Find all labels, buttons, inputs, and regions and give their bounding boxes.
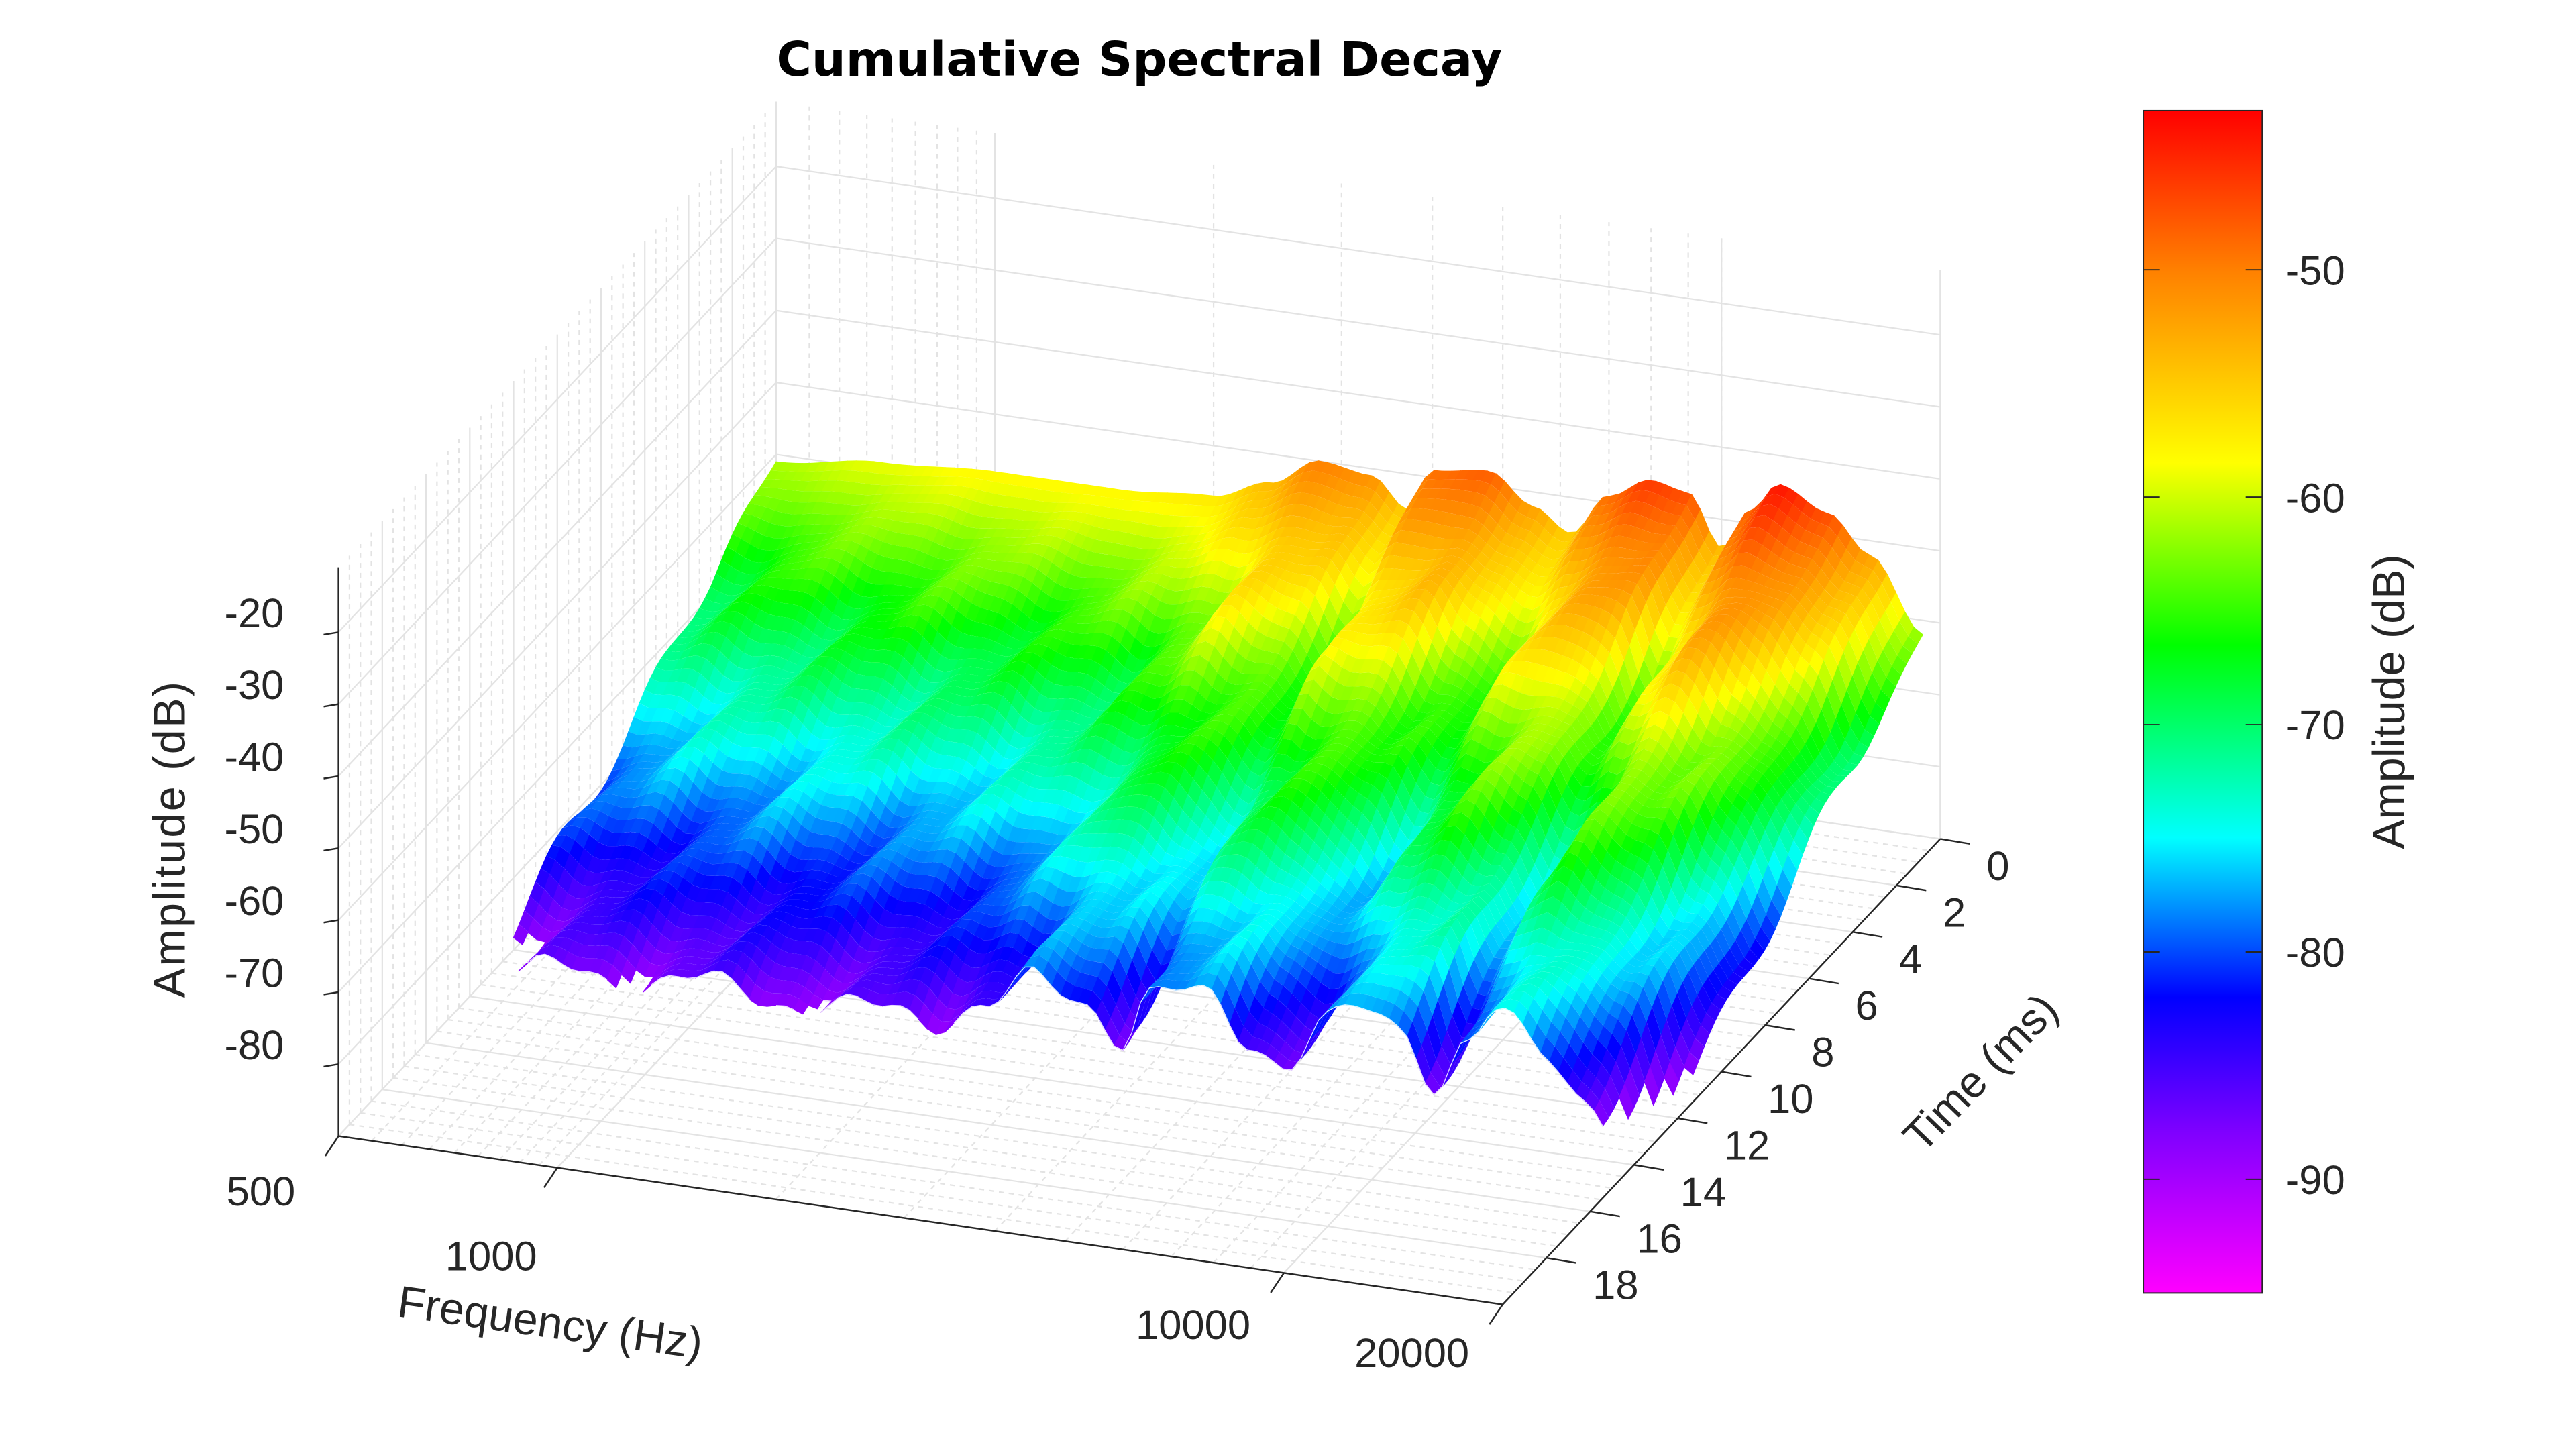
floor-grid-line [513,949,1678,1120]
y-tick-mark [1765,1024,1795,1031]
back-wall-grid-line [775,237,1941,408]
y-tick-mark [1809,977,1839,985]
z-tick-mark [323,1063,339,1068]
left-wall-grid-line [337,382,777,849]
floor-grid-line [480,983,1646,1155]
floor-grid-line [415,1053,1580,1224]
floor-grid-line [502,961,1667,1131]
floor-grid-line [382,1089,1547,1259]
chart-title: Cumulative Spectral Decay [777,32,1503,87]
x-tick-mark [543,1167,558,1188]
floor-grid-line [470,996,1634,1166]
floor-grid-line [458,1007,1623,1177]
z-tick-mark [323,919,339,924]
z-tick-mark [323,631,339,636]
left-wall-grid-line [337,453,777,921]
back-wall-grid-line [775,309,1941,480]
x-axis-line [338,1135,1503,1305]
x-tick-mark [1489,1303,1504,1325]
floor-grid-line [425,1042,1591,1212]
y-tick-mark [1852,931,1883,938]
z-tick-mark [323,775,339,780]
y-tick-mark [1546,1256,1576,1264]
floor-grid-line [437,1030,1601,1201]
floor-grid-line [392,1077,1558,1247]
z-tick-mark [323,991,339,996]
y-tick-mark [1721,1071,1752,1078]
y-tick-mark [1896,884,1927,892]
left-wall-grid-line [337,310,777,777]
x-tick-mark [1270,1272,1285,1293]
floor-grid-line [447,1018,1613,1189]
y-tick-mark [1590,1210,1620,1218]
y-tick-mark [1940,838,1970,845]
floor-grid-line [360,1112,1525,1283]
y-tick-mark [1633,1164,1664,1171]
back-wall-grid-line [775,166,1941,336]
floor-grid-line [371,1100,1536,1271]
left-wall-grid-line [337,166,777,633]
floor-grid-line [404,1065,1569,1236]
x-tick-mark [324,1135,339,1157]
axes [323,567,1970,1325]
z-tick-mark [323,703,339,708]
left-wall-grid-line [337,237,777,705]
z-tick-mark [323,847,339,852]
floor-grid-line [491,972,1656,1142]
y-tick-mark [1677,1117,1708,1124]
floor-grid-line [349,1124,1514,1294]
decay-surface [513,460,1924,1127]
